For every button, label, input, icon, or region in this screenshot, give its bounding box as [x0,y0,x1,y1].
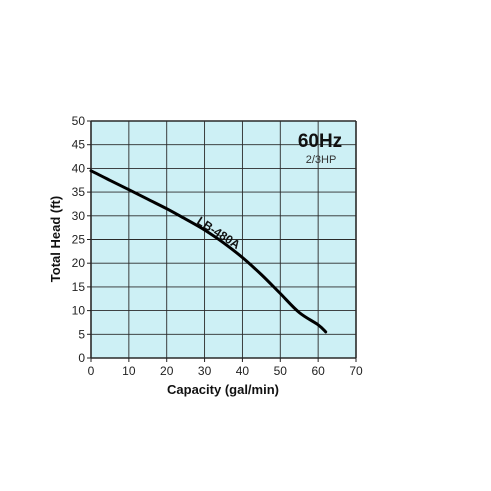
y-tick-label: 40 [72,161,86,175]
y-tick-label: 45 [72,138,86,152]
y-tick-label: 35 [72,185,86,199]
y-tick-label: 25 [72,233,86,247]
x-axis-title: Capacity (gal/min) [167,382,279,397]
x-axis-ticks: 0 10 20 30 40 50 60 70 [88,358,363,378]
x-tick-label: 50 [274,364,288,378]
frequency-label: 60Hz [298,131,342,152]
y-tick-label: 50 [72,114,86,128]
y-tick-label: 10 [72,304,86,318]
y-tick-label: 20 [72,256,86,270]
grid-lines [90,120,357,359]
y-tick-label: 0 [78,351,85,365]
y-tick-label: 30 [72,209,86,223]
y-tick-label: 5 [78,327,85,341]
x-tick-label: 0 [88,364,95,378]
y-tick-label: 15 [72,280,86,294]
x-tick-label: 10 [122,364,136,378]
y-axis-ticks: 0 5 10 15 20 25 30 35 40 45 50 [72,114,91,365]
x-tick-label: 20 [160,364,174,378]
x-tick-label: 40 [236,364,250,378]
x-tick-label: 60 [311,364,325,378]
performance-curve-line [89,169,328,334]
x-tick-label: 30 [198,364,212,378]
y-axis-title: Total Head (ft) [48,196,63,282]
power-label: 2/3HP [306,154,337,166]
x-tick-label: 70 [349,364,363,378]
